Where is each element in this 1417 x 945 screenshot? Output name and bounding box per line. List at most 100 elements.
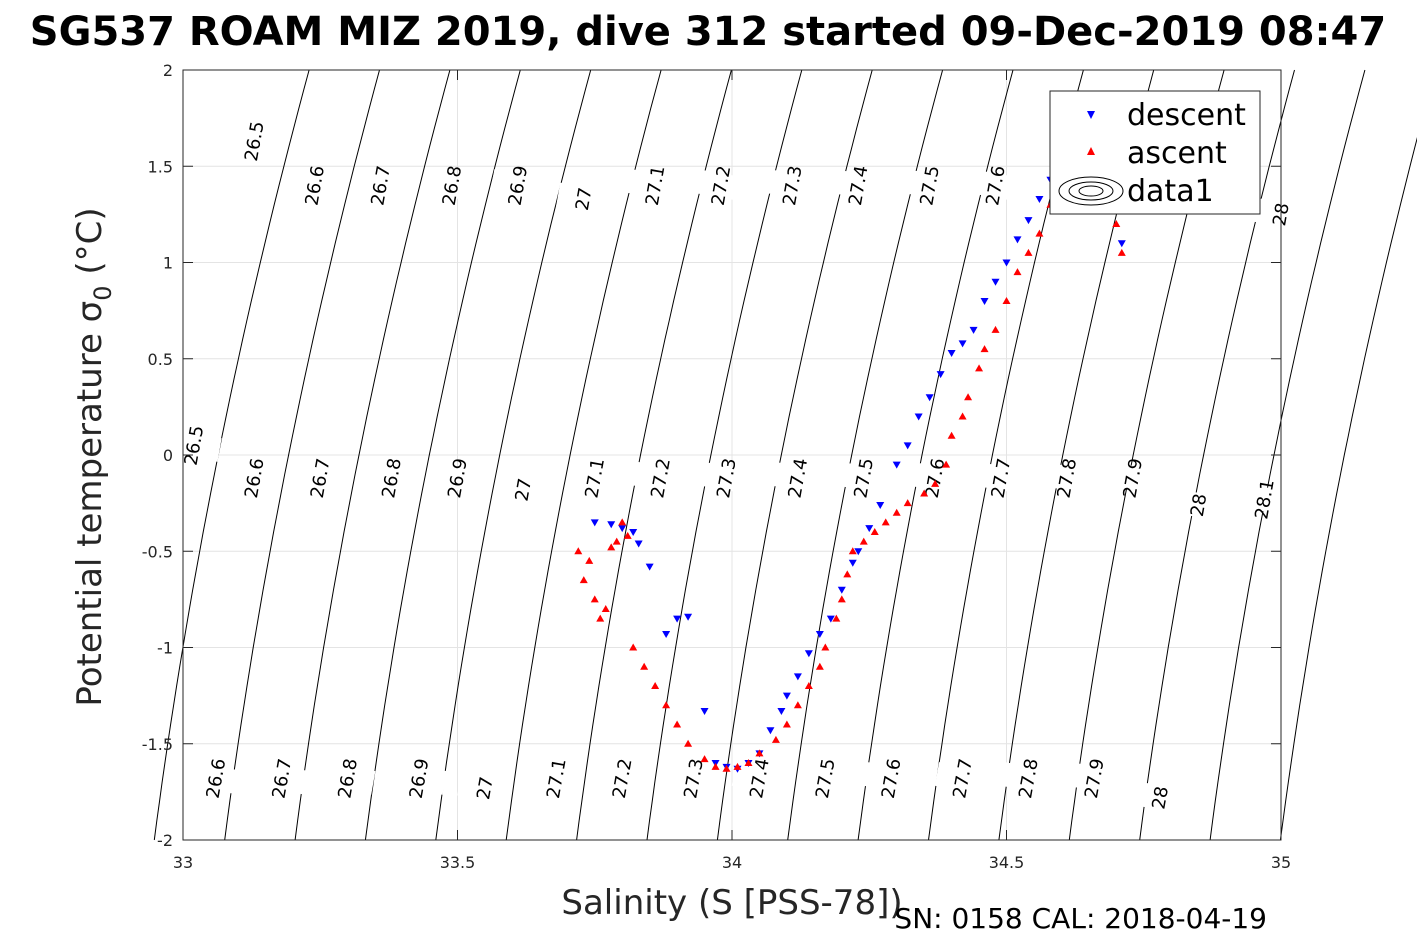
contour-label-bg [556,182,612,216]
contour-label-bg [292,461,348,495]
descent-point [815,631,824,639]
descent-point [1117,240,1126,248]
descent-point [777,708,786,716]
contour-label-bg [973,461,1029,495]
contour-label-bg [528,762,585,795]
ascent-point [629,643,638,651]
ascent-point [711,762,720,770]
contour-label-bg [1236,482,1293,516]
contour-label-bg [287,169,343,202]
ascent-point [1035,229,1044,237]
contour-label-bg [1105,461,1161,495]
ascent-point [903,499,912,507]
ascent-point [1112,220,1121,227]
contour-label-bg [665,762,722,795]
contour-label-bg [226,124,283,158]
descent-point [793,673,802,681]
ascent-point [980,345,989,353]
ascent-point [815,662,824,670]
y-axis-label-main: Potential temperature σ [70,301,110,707]
y-axis-ticks: -2 -1.5 -1 -0.5 0 0.5 1 1.5 2 [142,61,1281,850]
ascent-point [964,393,973,401]
ascent-point [662,701,671,709]
ascent-point [1117,248,1126,256]
y-tick-label: -0.5 [142,542,173,561]
ascent-point [612,537,621,545]
ascent-point [821,643,830,651]
descent-point [980,298,989,305]
ascent-point [931,479,940,487]
contour-label-bg [770,461,826,495]
contour-label-bg [254,762,310,795]
y-tick-label: -1 [157,639,173,658]
descent-point [876,502,885,510]
ascent-point [804,682,813,689]
descent-point [700,708,709,716]
ascent-point [1002,297,1011,304]
contour-label-bg [424,169,480,202]
contour-label-bg [391,762,447,795]
descent-point [936,371,945,379]
ascent-point [733,762,742,770]
isopycnal-line [294,69,451,841]
contour-label-bg [495,473,552,506]
legend-descent-label: descent [1127,98,1246,133]
x-tick-label: 33.5 [440,853,476,872]
x-tick-label: 35 [1271,853,1291,872]
ascent-point [590,595,599,603]
contour-label-bg [320,762,376,795]
ascent-point [958,412,967,420]
isopycnal-line [646,69,803,841]
descent-point [837,586,846,594]
y-tick-label: 0 [163,446,173,465]
ascent-point [722,764,731,772]
ascent-point [942,460,951,468]
contour-label-bg [967,169,1024,202]
contour-label-bg [764,169,821,202]
descent-point [969,326,978,334]
descent-point [684,613,693,621]
ascent-point [859,537,868,545]
contour-label: 27 [512,477,537,503]
contour-label-bg [698,461,755,495]
ascent-point [579,576,588,584]
x-tick-label: 34.5 [989,853,1025,872]
contour-label-bg [627,169,683,202]
contour-label-bg [830,169,886,202]
ascent-point [744,759,753,766]
descent-point [673,615,682,623]
descent-point [991,278,1000,286]
ascent-point [700,755,709,763]
x-tick-label: 34 [722,853,742,872]
descent-point [958,340,967,348]
legend-ascent-marker [1087,147,1095,155]
footer-serial-calibration: SN: 0158 CAL: 2018-04-19 [894,902,1267,935]
ascent-point [837,595,846,603]
isopycnal-line [1279,136,1417,841]
contour-label-bg [863,762,919,795]
ascent-point [684,739,693,747]
ascent-point [585,556,594,564]
y-axis-label-subscript: 0 [89,285,117,300]
contour-label-bg [1066,762,1123,795]
descent-point [804,650,813,658]
descent-point [590,519,599,527]
descent-point [914,413,923,421]
descent-point [925,394,934,402]
contour-label-bg [836,461,892,495]
contour-label-bg [901,169,958,202]
contour-label: 28 [1187,492,1212,518]
legend-box [1049,90,1261,215]
isopycnal-line [435,69,592,841]
contour-label-bg [352,169,409,202]
descent-point [854,548,863,556]
isopycnal-line [857,69,1014,841]
isopycnal-line [1139,69,1295,841]
y-tick-label: 1.5 [148,157,173,176]
contour-label-bg [226,461,283,495]
y-tick-label: 2 [163,61,173,80]
ascent-point [596,614,605,622]
contour-label: 27 [473,775,498,801]
isopycnal-line [224,69,380,841]
